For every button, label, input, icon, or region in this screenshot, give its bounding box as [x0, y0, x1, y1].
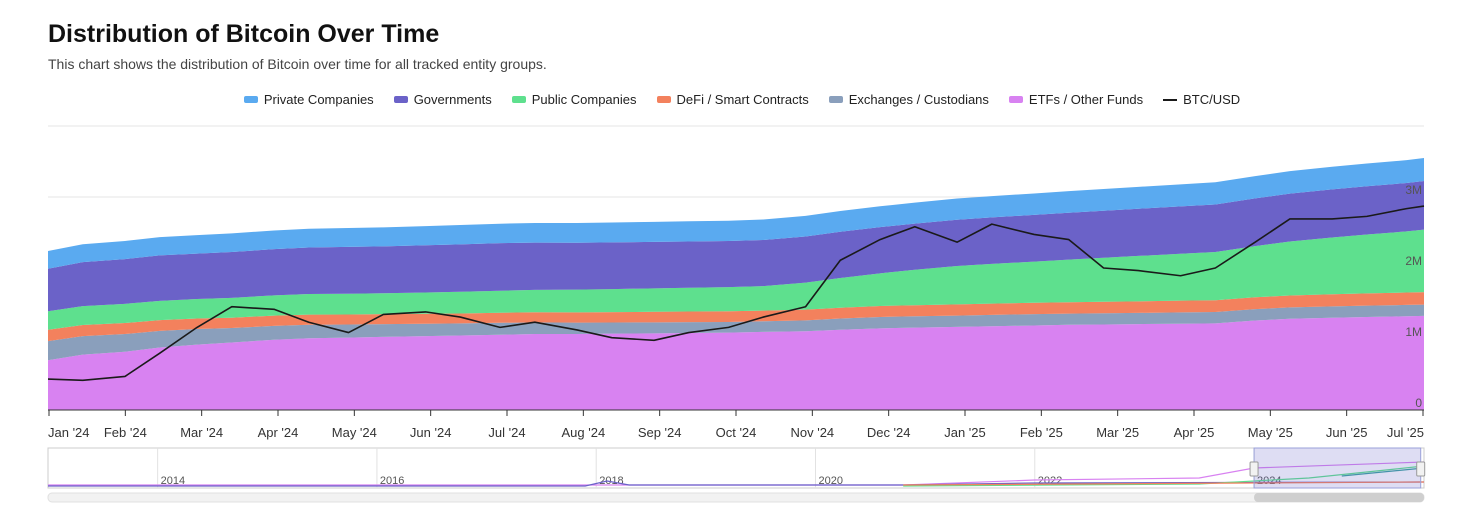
- chart-subtitle: This chart shows the distribution of Bit…: [48, 56, 547, 72]
- legend-swatch: [511, 96, 526, 103]
- y-tick-label: 3M: [1405, 183, 1422, 197]
- legend-item-private-companies[interactable]: Private Companies: [243, 92, 374, 107]
- legend-item-exchanges[interactable]: Exchanges / Custodians: [828, 92, 989, 107]
- x-tick-label: Apr '24: [258, 425, 299, 440]
- navigator-year-label: 2014: [161, 475, 185, 487]
- y-tick-label: 1M: [1405, 325, 1422, 339]
- legend-label: Public Companies: [531, 92, 637, 107]
- navigator-scrollbar-track[interactable]: [47, 492, 1425, 503]
- legend-item-public-companies[interactable]: Public Companies: [511, 92, 637, 107]
- x-tick-label: Feb '25: [1020, 425, 1063, 440]
- x-tick-label: Mar '25: [1096, 425, 1139, 440]
- navigator-year-label: 2016: [380, 475, 404, 487]
- legend-label: DeFi / Smart Contracts: [676, 92, 809, 107]
- legend-label: Private Companies: [263, 92, 374, 107]
- x-tick-label: Aug '24: [561, 425, 605, 440]
- legend-label: BTC/USD: [1183, 92, 1241, 107]
- legend-item-etfs[interactable]: ETFs / Other Funds: [1008, 92, 1144, 107]
- x-tick-label: Jul '25: [1387, 425, 1424, 440]
- area-private-companies[interactable]: [48, 157, 1424, 269]
- x-tick-label: Mar '24: [180, 425, 223, 440]
- navigator-series-btc: [1341, 467, 1425, 477]
- x-tick-label: Nov '24: [790, 425, 834, 440]
- navigator-selection[interactable]: [1253, 447, 1422, 489]
- area-etfs-other-funds[interactable]: [48, 315, 1424, 410]
- x-tick-label: Dec '24: [867, 425, 911, 440]
- series-btc-usd-line[interactable]: [47, 205, 1425, 382]
- x-tick-label: Jun '24: [410, 425, 452, 440]
- x-tick-label: Jan '25: [944, 425, 986, 440]
- area-defi-smart-contracts[interactable]: [48, 292, 1424, 342]
- area-exchanges-custodians[interactable]: [48, 304, 1424, 361]
- legend-swatch: [656, 96, 671, 103]
- navigator-handle-right[interactable]: [1416, 461, 1426, 477]
- x-tick-label: Sep '24: [638, 425, 682, 440]
- legend-swatch: [828, 96, 843, 103]
- legend-item-defi[interactable]: DeFi / Smart Contracts: [656, 92, 809, 107]
- legend-swatch: [393, 96, 408, 103]
- legend-label: Exchanges / Custodians: [848, 92, 989, 107]
- x-tick-label: Jul '24: [488, 425, 525, 440]
- navigator-handle-left[interactable]: [1249, 461, 1259, 477]
- chart-title: Distribution of Bitcoin Over Time: [48, 20, 440, 48]
- legend-label: Governments: [413, 92, 492, 107]
- legend-label: ETFs / Other Funds: [1028, 92, 1144, 107]
- area-public-companies[interactable]: [48, 229, 1424, 330]
- x-tick-label: Feb '24: [104, 425, 147, 440]
- y-tick-label: 0: [1415, 396, 1422, 410]
- navigator-series-defi: [903, 481, 1425, 486]
- stacked-areas: [48, 157, 1424, 410]
- x-tick-label: Jan '24: [48, 425, 90, 440]
- chart-legend: Private Companies Governments Public Com…: [0, 92, 1484, 107]
- range-navigator[interactable]: 2014 2016 2018 2020 2022 2024: [0, 446, 1484, 506]
- legend-swatch: [243, 96, 258, 103]
- legend-item-governments[interactable]: Governments: [393, 92, 492, 107]
- navigator-series-governments: [48, 480, 1425, 487]
- area-governments[interactable]: [48, 181, 1424, 312]
- x-tick-label: Jun '25: [1326, 425, 1368, 440]
- x-tick-label: May '25: [1248, 425, 1293, 440]
- x-tick-label: Oct '24: [716, 425, 757, 440]
- y-tick-label: 2M: [1405, 254, 1422, 268]
- navigator-year-label: 2018: [599, 475, 623, 487]
- navigator-year-label: 2024: [1257, 475, 1281, 487]
- legend-item-btc-usd[interactable]: BTC/USD: [1163, 92, 1240, 107]
- x-tick-label: Apr '25: [1174, 425, 1215, 440]
- legend-swatch: [1163, 98, 1178, 101]
- x-tick-label: May '24: [332, 425, 377, 440]
- navigator-frame: [47, 447, 1425, 489]
- navigator-scrollbar-thumb[interactable]: [1254, 493, 1424, 502]
- legend-swatch: [1008, 96, 1023, 103]
- navigator-year-label: 2020: [818, 475, 842, 487]
